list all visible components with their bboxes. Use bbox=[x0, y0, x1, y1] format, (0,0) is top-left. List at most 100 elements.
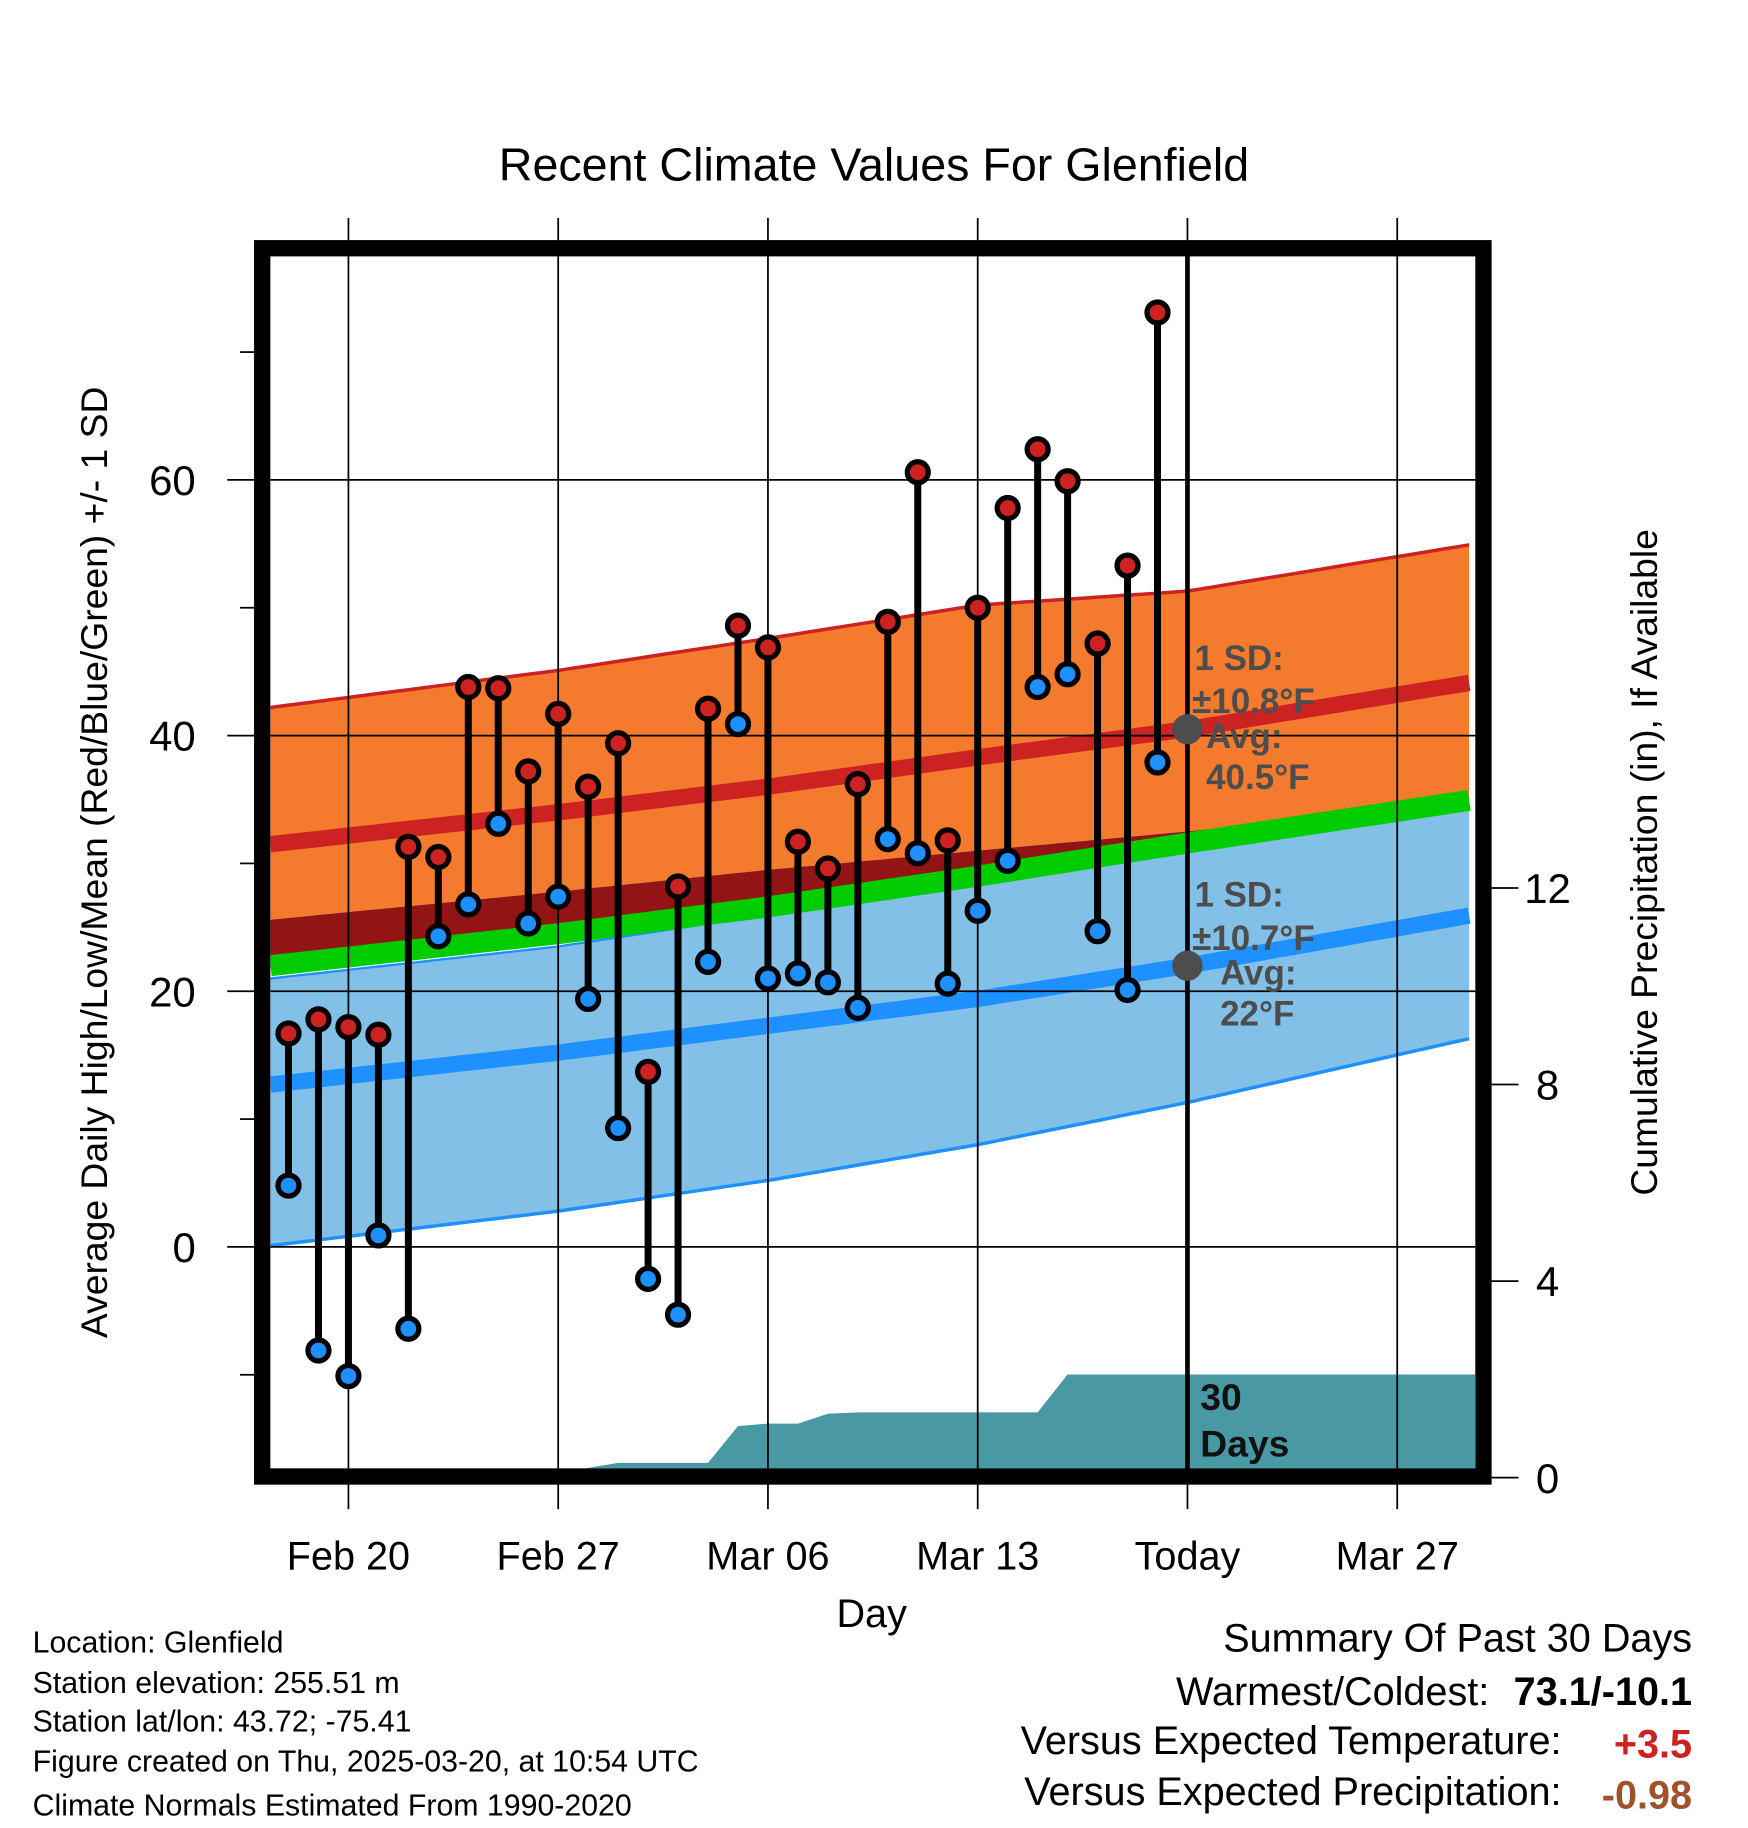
high-avg-label: Avg: bbox=[1206, 717, 1282, 756]
temp-value: +3.5 bbox=[1614, 1722, 1692, 1766]
high-temp-point bbox=[335, 1013, 362, 1041]
high-temp-point bbox=[934, 827, 961, 854]
low-temp-point bbox=[994, 847, 1021, 874]
y-right-tick-label: 4 bbox=[1536, 1258, 1559, 1305]
low-temp-point bbox=[754, 965, 782, 992]
low-lower-edge bbox=[270, 1036, 1470, 1248]
high-temp-point bbox=[634, 1058, 662, 1085]
high-temp-point bbox=[365, 1021, 392, 1048]
precip-area bbox=[586, 1374, 1476, 1469]
high-temp-point bbox=[1054, 468, 1081, 495]
low-temp-point bbox=[694, 948, 722, 975]
high-temp-point bbox=[305, 1006, 332, 1033]
high-temp-point bbox=[1024, 436, 1051, 463]
warmest-label: Warmest/Coldest: bbox=[1176, 1670, 1489, 1714]
high-temp-point bbox=[515, 758, 542, 785]
low-temp-point bbox=[575, 985, 602, 1013]
high-temp-point bbox=[874, 608, 901, 635]
info-latlon: Station lat/lon: 43.72; -75.41 bbox=[33, 1706, 412, 1739]
low-sd-value: ±10.7°F bbox=[1192, 919, 1315, 958]
precip-label: Versus Expected Precipitation: bbox=[1024, 1770, 1561, 1814]
high-temp-point bbox=[844, 771, 871, 798]
y-tick-label: 20 bbox=[149, 968, 196, 1015]
low-sd-band bbox=[270, 809, 1470, 1246]
low-avg-label: Avg: bbox=[1220, 954, 1296, 993]
high-avg-marker bbox=[1172, 714, 1203, 745]
temp-label: Versus Expected Temperature: bbox=[1021, 1719, 1562, 1763]
high-temp-point bbox=[994, 494, 1021, 522]
high-temp-point bbox=[605, 730, 632, 757]
info-elevation: Station elevation: 255.51 m bbox=[33, 1667, 400, 1700]
y-right-tick-label: 8 bbox=[1536, 1062, 1559, 1109]
high-temp-point bbox=[754, 634, 782, 661]
high-temp-point bbox=[545, 700, 572, 727]
high-temp-point bbox=[395, 833, 422, 860]
low-temp-point bbox=[964, 897, 991, 924]
y-tick-label: 0 bbox=[172, 1224, 195, 1271]
axes: Feb 20 Feb 27 Mar 06 Mar 13 Today Mar 2702040… bbox=[149, 217, 1571, 1579]
y-right-tick-label: 0 bbox=[1536, 1455, 1559, 1502]
plot-frame bbox=[254, 240, 1492, 1485]
low-temp-point bbox=[545, 883, 572, 910]
high-temp-point bbox=[904, 459, 931, 486]
high-temp-point bbox=[275, 1020, 302, 1047]
low-temp-point bbox=[934, 970, 961, 997]
high-sd-label: 1 SD: bbox=[1194, 639, 1283, 678]
x-tick-label: Feb 27 bbox=[497, 1535, 620, 1579]
x-tick-label: Mar 27 bbox=[1336, 1535, 1459, 1579]
low-temp-point bbox=[395, 1315, 422, 1342]
low-temp-point bbox=[784, 960, 812, 987]
low-temp-point bbox=[365, 1222, 392, 1249]
high-temp-point bbox=[485, 675, 512, 702]
high-temp-point bbox=[1114, 552, 1141, 579]
low-sd-label: 1 SD: bbox=[1194, 876, 1283, 915]
low-temp-point bbox=[605, 1114, 632, 1142]
high-temp-point bbox=[1144, 299, 1171, 326]
summary-title: Summary Of Past 30 Days bbox=[1223, 1616, 1692, 1660]
plot-area bbox=[270, 255, 1476, 1469]
info-created: Figure created on Thu, 2025-03-20, at 10… bbox=[33, 1745, 699, 1778]
x-tick-label: Mar 06 bbox=[706, 1535, 829, 1579]
low-temp-point bbox=[904, 840, 931, 867]
low-temp-point bbox=[1054, 661, 1081, 688]
warmest-value: 73.1/-10.1 bbox=[1514, 1670, 1692, 1714]
info-location: Location: Glenfield bbox=[33, 1626, 284, 1659]
y-tick-label: 40 bbox=[149, 713, 196, 760]
low-temp-point bbox=[425, 923, 452, 950]
low-temp-point bbox=[455, 891, 482, 918]
precip-value: -0.98 bbox=[1602, 1774, 1692, 1818]
low-temp-point bbox=[485, 810, 512, 837]
chart-title: Recent Climate Values For Glenfield bbox=[499, 139, 1249, 191]
low-temp-point bbox=[634, 1265, 662, 1293]
low-temp-point bbox=[305, 1337, 332, 1364]
high-temp-point bbox=[425, 843, 452, 871]
y-axis-right-label: Cumulative Precipitation (in), If Availa… bbox=[1623, 529, 1665, 1196]
precip-days-label: 30 bbox=[1200, 1376, 1241, 1418]
high-temp-point bbox=[1084, 630, 1111, 657]
y-right-tick-label: 12 bbox=[1524, 865, 1571, 912]
high-temp-point bbox=[575, 773, 602, 800]
high-avg-value: 40.5°F bbox=[1206, 758, 1309, 797]
low-temp-point bbox=[1024, 673, 1051, 701]
low-temp-point bbox=[724, 710, 752, 738]
info-normals: Climate Normals Estimated From 1990-2020 bbox=[33, 1790, 632, 1823]
y-axis-label: Average Daily High/Low/Mean (Red/Blue/Gr… bbox=[73, 387, 115, 1338]
high-temp-point bbox=[814, 855, 841, 882]
low-temp-point bbox=[515, 910, 542, 937]
footer-info: Location: Glenfield Station elevation: 2… bbox=[33, 1626, 699, 1822]
low-temp-point bbox=[1144, 749, 1171, 776]
x-tick-label: Feb 20 bbox=[287, 1535, 410, 1579]
x-tick-label: Mar 13 bbox=[916, 1535, 1039, 1579]
high-sd-value: ±10.8°F bbox=[1192, 682, 1315, 721]
y-tick-label: 60 bbox=[149, 457, 196, 504]
low-temp-point bbox=[874, 826, 901, 853]
summary: Summary Of Past 30 Days Warmest/Coldest:… bbox=[1021, 1616, 1692, 1817]
high-temp-point bbox=[455, 673, 482, 701]
high-temp-point bbox=[724, 612, 752, 639]
mean-line bbox=[270, 790, 1471, 977]
low-temp-point bbox=[335, 1362, 362, 1390]
high-temp-point bbox=[694, 695, 722, 722]
low-temp-point bbox=[1084, 918, 1111, 945]
high-temp-point bbox=[784, 828, 812, 855]
